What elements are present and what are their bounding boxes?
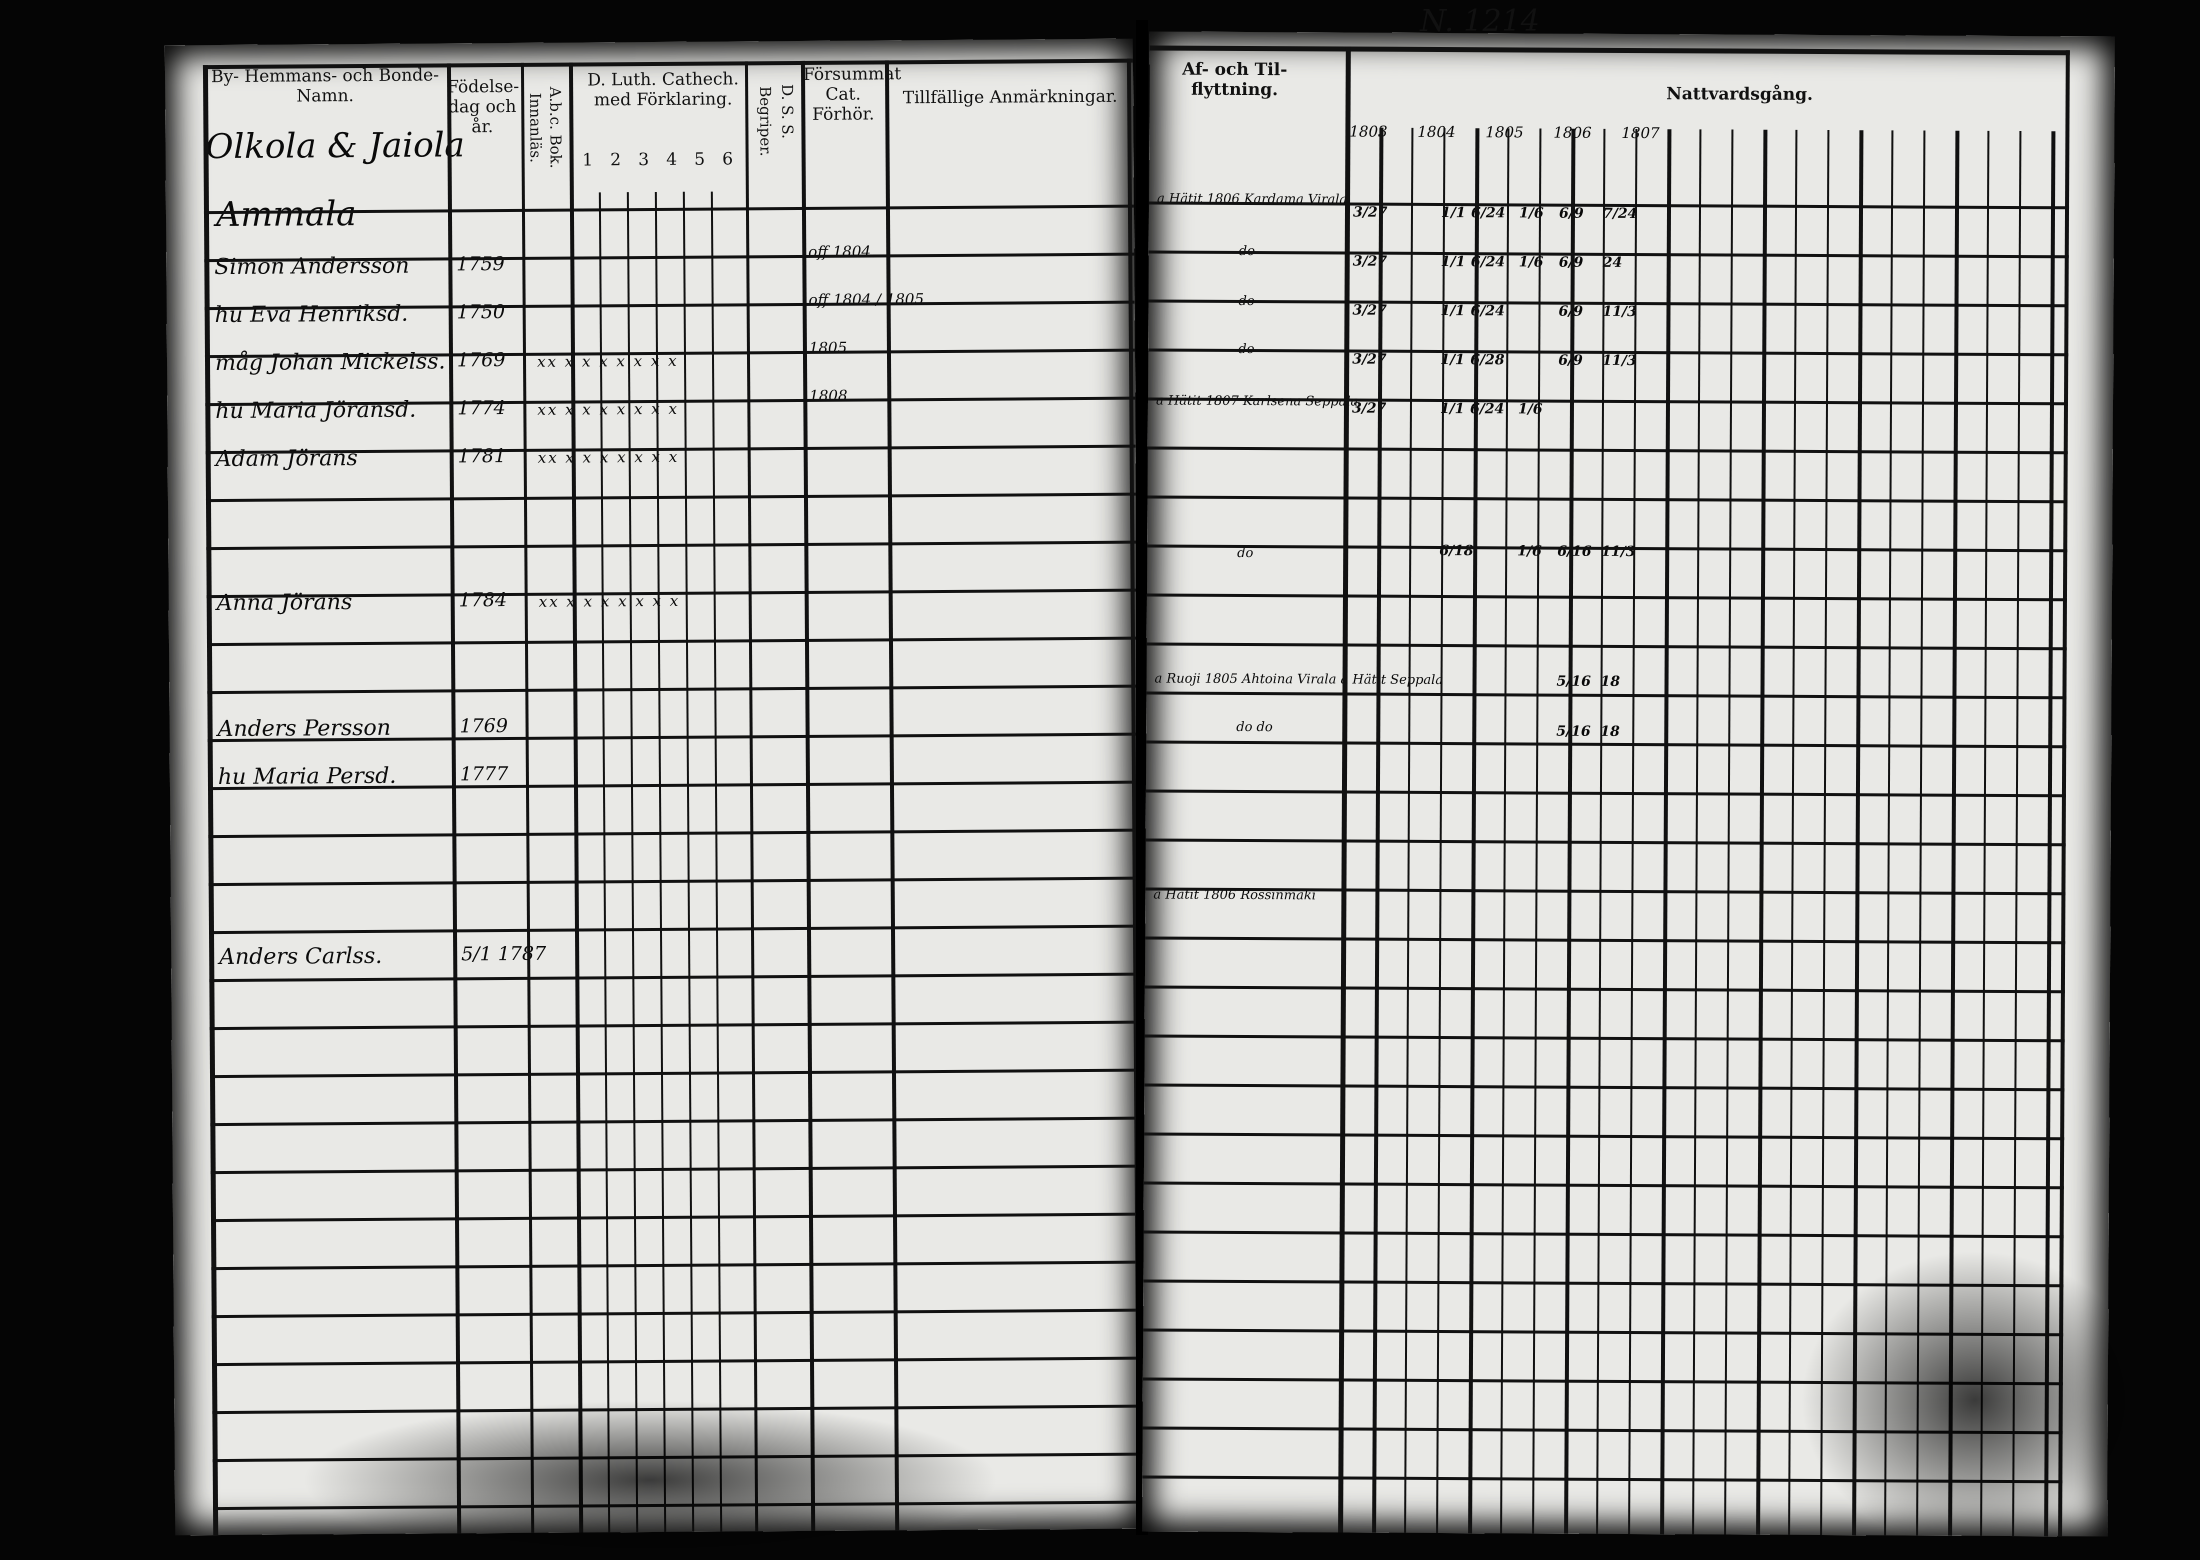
row-line (208, 828, 1139, 839)
entry-forsummat-note: 1805 (808, 338, 848, 357)
header-begriper: Begriper. (756, 86, 775, 157)
column-line (1724, 129, 1734, 1535)
catechism-number: 2 (610, 150, 622, 171)
subcolumn-line (682, 191, 695, 1532)
catechism-number: 3 (638, 150, 650, 171)
entry-birth-year: 5/1 1787 (461, 942, 547, 966)
row-line (211, 1308, 1142, 1319)
subcolumn-line (598, 192, 611, 1533)
entry-forsummat-note: 1808 (809, 386, 848, 405)
subcolumn-line (710, 191, 723, 1532)
entry-forsummat-note: off 1804 (808, 242, 871, 261)
row-line (205, 492, 1136, 503)
column-line (1628, 129, 1638, 1535)
entry-name: Anders Carlss. (219, 943, 383, 971)
communion-entry: 5/16 (1556, 673, 1591, 690)
moving-entry: do (1237, 545, 1254, 562)
column-line (1692, 129, 1702, 1535)
row-line (210, 1116, 1141, 1127)
row-line (1143, 1181, 2064, 1190)
left-page: By- Hemmans- och Bonde-Namn. Födelse-dag… (164, 38, 1144, 1536)
row-line (211, 1212, 1142, 1223)
header-catechism: D. Luth. Cathech. med Förklaring. (587, 69, 739, 111)
row-line (1143, 1230, 2064, 1239)
communion-year: 1804 (1417, 122, 1456, 142)
row-line (208, 924, 1139, 935)
row-line (1145, 936, 2066, 945)
row-line (209, 972, 1140, 983)
communion-entry: 18 (1600, 723, 1620, 740)
header-moving: Af- och Til- flyttning. (1182, 59, 1288, 101)
row-line (1146, 642, 2067, 651)
communion-entry: 11/3 (1602, 352, 1637, 370)
header-name: By- Hemmans- och Bonde-Namn. (211, 65, 440, 107)
header-forsummat: Försummat Cat. Förhör. (802, 64, 902, 125)
row-line (211, 1260, 1142, 1271)
subcolumn-line (654, 191, 667, 1532)
moving-entry: a Hätit 1807 Karlsena Seppala (1155, 393, 1359, 410)
column-line (1596, 128, 1606, 1534)
moving-entry: do do (1236, 719, 1273, 736)
column-line (1404, 127, 1414, 1533)
communion-entry: 18 (1600, 673, 1621, 690)
row-line (1145, 838, 2066, 847)
row-line (1144, 985, 2065, 994)
stain (1800, 1250, 2150, 1550)
row-line (207, 684, 1138, 695)
row-line (1144, 1034, 2065, 1043)
moving-entry: a Ruoji 1805 Ahtoina Virala a Hätit Sepp… (1154, 671, 1444, 689)
row-line (210, 1068, 1140, 1079)
column-line (1756, 129, 1768, 1535)
communion-entry: 11/3 (1602, 303, 1637, 321)
catechism-number: 1 (582, 150, 594, 171)
column-line (1564, 128, 1576, 1534)
column-line (1436, 128, 1446, 1534)
communion-entry: 24 (1602, 254, 1623, 271)
column-line (1660, 129, 1672, 1535)
catechism-number: 5 (694, 149, 706, 170)
stain (300, 1400, 1000, 1560)
column-line (1500, 128, 1510, 1534)
row-line (1146, 593, 2067, 602)
header-communion: Nattvardsgång. (1666, 84, 1813, 105)
page-number: N. 1214 (1420, 4, 1540, 39)
row-line (210, 1164, 1141, 1175)
column-line (1468, 128, 1480, 1534)
column-line (1532, 128, 1542, 1534)
column-line (1372, 127, 1384, 1533)
header-abc: A.b.c. Bok. Innanläs. (526, 86, 565, 169)
subcolumn-line (626, 192, 639, 1533)
catechism-number: 4 (666, 149, 678, 170)
row-line (1144, 1132, 2065, 1141)
communion-year: 1807 (1621, 123, 1660, 143)
header-rule (1149, 45, 2070, 56)
row-line (1147, 446, 2068, 455)
row-line (1146, 740, 2067, 749)
entry-birth-year: 1777 (459, 763, 509, 786)
entry-birth-year: 1769 (459, 715, 509, 738)
row-line (209, 1020, 1140, 1031)
row-line (206, 540, 1137, 551)
village-name: Olkola & Jaiola (205, 125, 465, 168)
row-line (1144, 1083, 2065, 1092)
communion-year: 1805 (1485, 123, 1524, 142)
row-line (206, 636, 1137, 647)
catechism-number: 6 (722, 149, 734, 170)
header-ds: D. S. S. (778, 83, 797, 139)
farm-name: Ammala (215, 194, 357, 236)
row-line (208, 876, 1139, 887)
column-line (1788, 129, 1798, 1535)
row-line (212, 1356, 1143, 1367)
header-remarks: Tillfällige Anmärkningar. (902, 86, 1118, 109)
communion-entry: 7/24 (1602, 205, 1638, 223)
entry-forsummat-note: off 1804 / 1805 (808, 290, 925, 309)
communion-entry: 5/16 (1556, 723, 1591, 740)
row-line (1147, 495, 2068, 504)
header-rule (202, 58, 1133, 70)
row-line (1145, 789, 2066, 798)
row-line (1146, 691, 2067, 700)
